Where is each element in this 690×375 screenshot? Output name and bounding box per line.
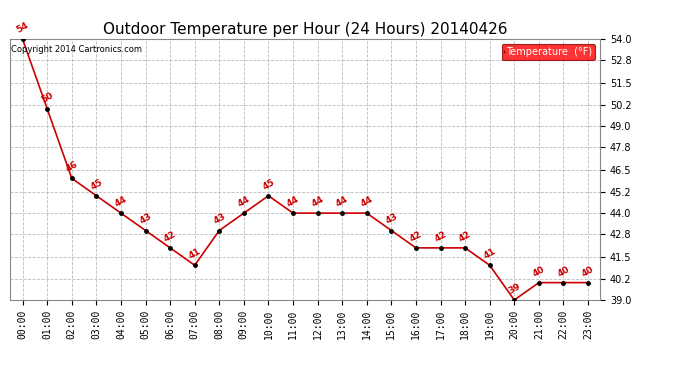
Text: 44: 44 [113,195,129,209]
Text: 40: 40 [531,264,546,278]
Text: 44: 44 [285,195,301,209]
Text: 44: 44 [335,195,350,209]
Text: 43: 43 [212,212,227,226]
Text: 42: 42 [457,230,473,243]
Legend: Temperature  (°F): Temperature (°F) [502,44,595,60]
Text: 45: 45 [261,177,276,191]
Text: 44: 44 [310,195,326,209]
Text: 42: 42 [433,230,448,243]
Text: 44: 44 [359,195,375,209]
Text: 45: 45 [89,177,104,191]
Text: 54: 54 [15,21,30,35]
Text: 42: 42 [408,230,424,243]
Title: Outdoor Temperature per Hour (24 Hours) 20140426: Outdoor Temperature per Hour (24 Hours) … [103,22,508,37]
Text: 50: 50 [39,90,55,105]
Text: 42: 42 [162,230,178,243]
Text: 43: 43 [138,212,153,226]
Text: Copyright 2014 Cartronics.com: Copyright 2014 Cartronics.com [11,45,142,54]
Text: 43: 43 [384,212,399,226]
Text: 40: 40 [555,264,571,278]
Text: 39: 39 [506,282,522,296]
Text: 40: 40 [580,264,595,278]
Text: 41: 41 [482,247,497,261]
Text: 44: 44 [236,195,252,209]
Text: 41: 41 [187,247,202,261]
Text: 46: 46 [64,160,79,174]
